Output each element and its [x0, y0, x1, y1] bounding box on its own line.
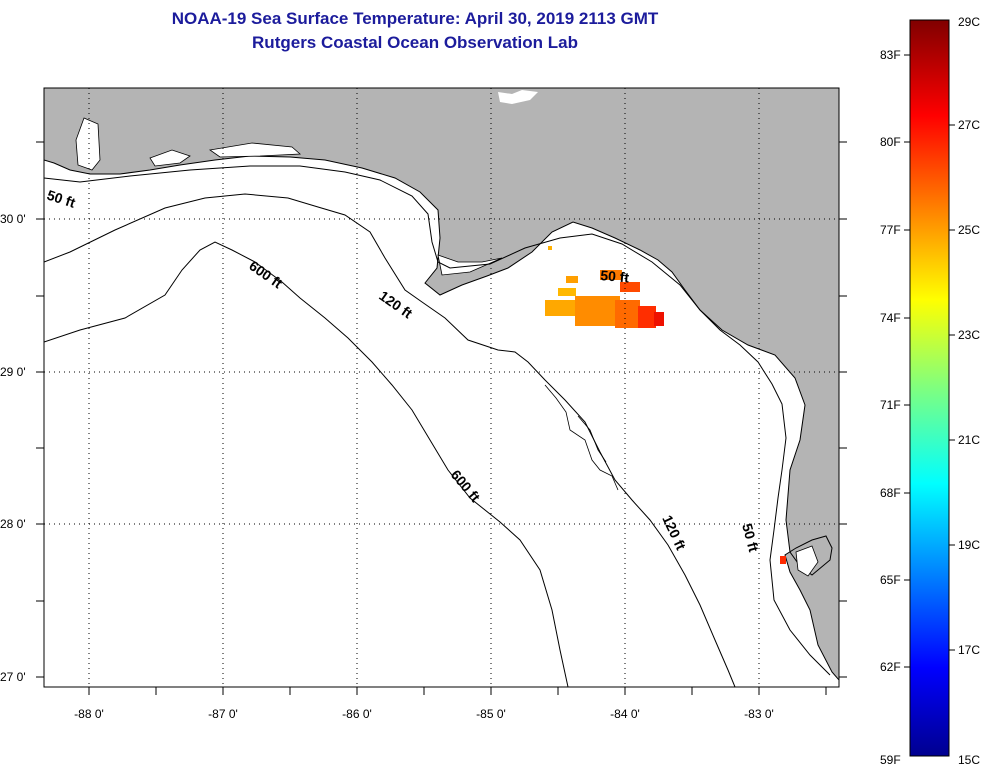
lon-label-88: -88 0' [74, 707, 104, 721]
lake [498, 90, 538, 104]
contour-50ft [44, 165, 831, 676]
lat-label-27: 27 0' [0, 670, 26, 684]
lon-label-84: -84 0' [610, 707, 640, 721]
colorbar-label-15c: 15C [958, 753, 980, 767]
colorbar-label-27c: 27C [958, 118, 980, 132]
lon-label-83: -83 0' [744, 707, 774, 721]
mobile-bay [75, 117, 101, 171]
map-title: NOAA-19 Sea Surface Temperature: April 3… [171, 9, 659, 28]
colorbar-label-21c: 21C [958, 433, 980, 447]
shelf-edge-detail [544, 384, 619, 491]
map-frame [43, 87, 840, 688]
colorbar-label-74f: 74F [880, 311, 901, 325]
contour-120ft [44, 193, 736, 687]
lon-label-86: -86 0' [342, 707, 372, 721]
contour-label-50ft-bigbend: 50 ft [600, 267, 630, 285]
lat-label-30: 30 0' [0, 212, 26, 226]
contour-label-50ft-lower: 50 ft [739, 522, 762, 554]
tampa-bay [795, 545, 819, 577]
colorbar-label-19c: 19C [958, 538, 980, 552]
axis-ticks [36, 141, 847, 695]
colorbar-label-59f: 59F [880, 753, 901, 767]
colorbar-label-80f: 80F [880, 135, 901, 149]
lat-label-29: 29 0' [0, 365, 26, 379]
colorbar-label-77f: 77F [880, 223, 901, 237]
colorbar-label-71f: 71F [880, 398, 901, 412]
contour-600ft [44, 241, 569, 687]
colorbar-label-68f: 68F [880, 486, 901, 500]
colorbar-ticks [904, 54, 955, 668]
lat-label-28: 28 0' [0, 517, 26, 531]
colorbar-label-62f: 62F [880, 660, 901, 674]
temperature-colorbar [909, 19, 950, 757]
map-subtitle: Rutgers Coastal Ocean Observation Lab [252, 33, 578, 52]
colorbar-label-65f: 65F [880, 573, 901, 587]
land-mass [44, 88, 839, 681]
colorbar-label-29c: 29C [958, 15, 980, 29]
colorbar-label-83f: 83F [880, 48, 901, 62]
colorbar-label-23c: 23C [958, 328, 980, 342]
lon-label-87: -87 0' [208, 707, 238, 721]
sst-patch [545, 246, 786, 564]
colorbar-label-25c: 25C [958, 223, 980, 237]
pensacola-bay [149, 149, 191, 167]
lon-label-85: -85 0' [476, 707, 506, 721]
choctawhatchee-bay [208, 142, 302, 158]
colorbar-label-17c: 17C [958, 643, 980, 657]
